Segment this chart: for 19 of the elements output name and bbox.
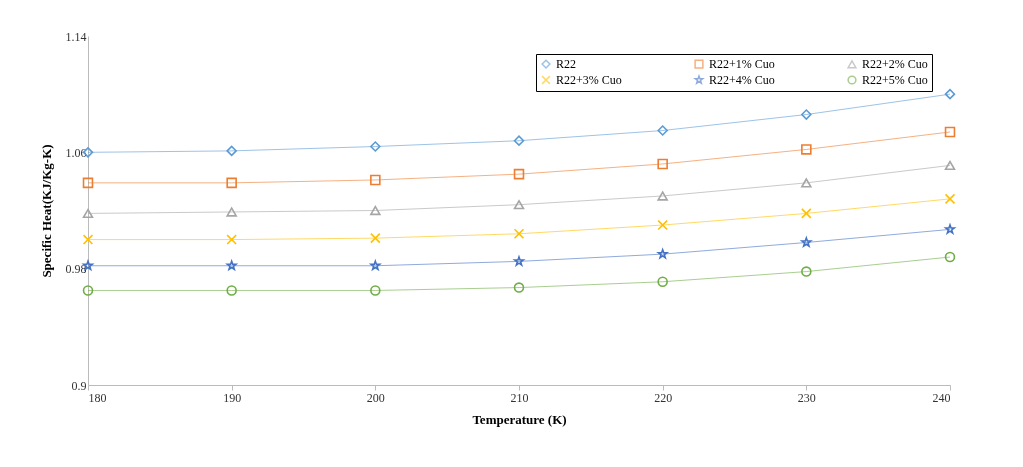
x-tick-label: 200 (366, 390, 385, 405)
legend-label: R22+5% Cuo (862, 73, 928, 87)
y-tick-label: 1.06 (65, 145, 87, 160)
x-tick-label: 240 (932, 390, 951, 405)
x-tick-label: 210 (510, 390, 529, 405)
y-tick-label: 1.14 (65, 29, 87, 44)
x-tick-label: 220 (654, 390, 673, 405)
legend-label: R22+4% Cuo (709, 73, 775, 87)
y-axis-title: Specific Heat(KJ/Kg-K) (38, 144, 54, 278)
x-tick-label: 190 (223, 390, 242, 405)
legend-label: R22+2% Cuo (862, 57, 928, 72)
legend-label: R22 (556, 57, 577, 72)
x-axis-title: Temperature (K) (472, 411, 567, 427)
y-tick-label: 0.9 (71, 378, 87, 393)
x-tick-label: 230 (797, 390, 816, 405)
legend-label: R22+3% Cuo (556, 73, 622, 87)
legend-label: R22+1% Cuo (709, 57, 775, 72)
y-tick-label: 0.98 (65, 262, 87, 277)
x-tick-label: 180 (88, 390, 107, 405)
